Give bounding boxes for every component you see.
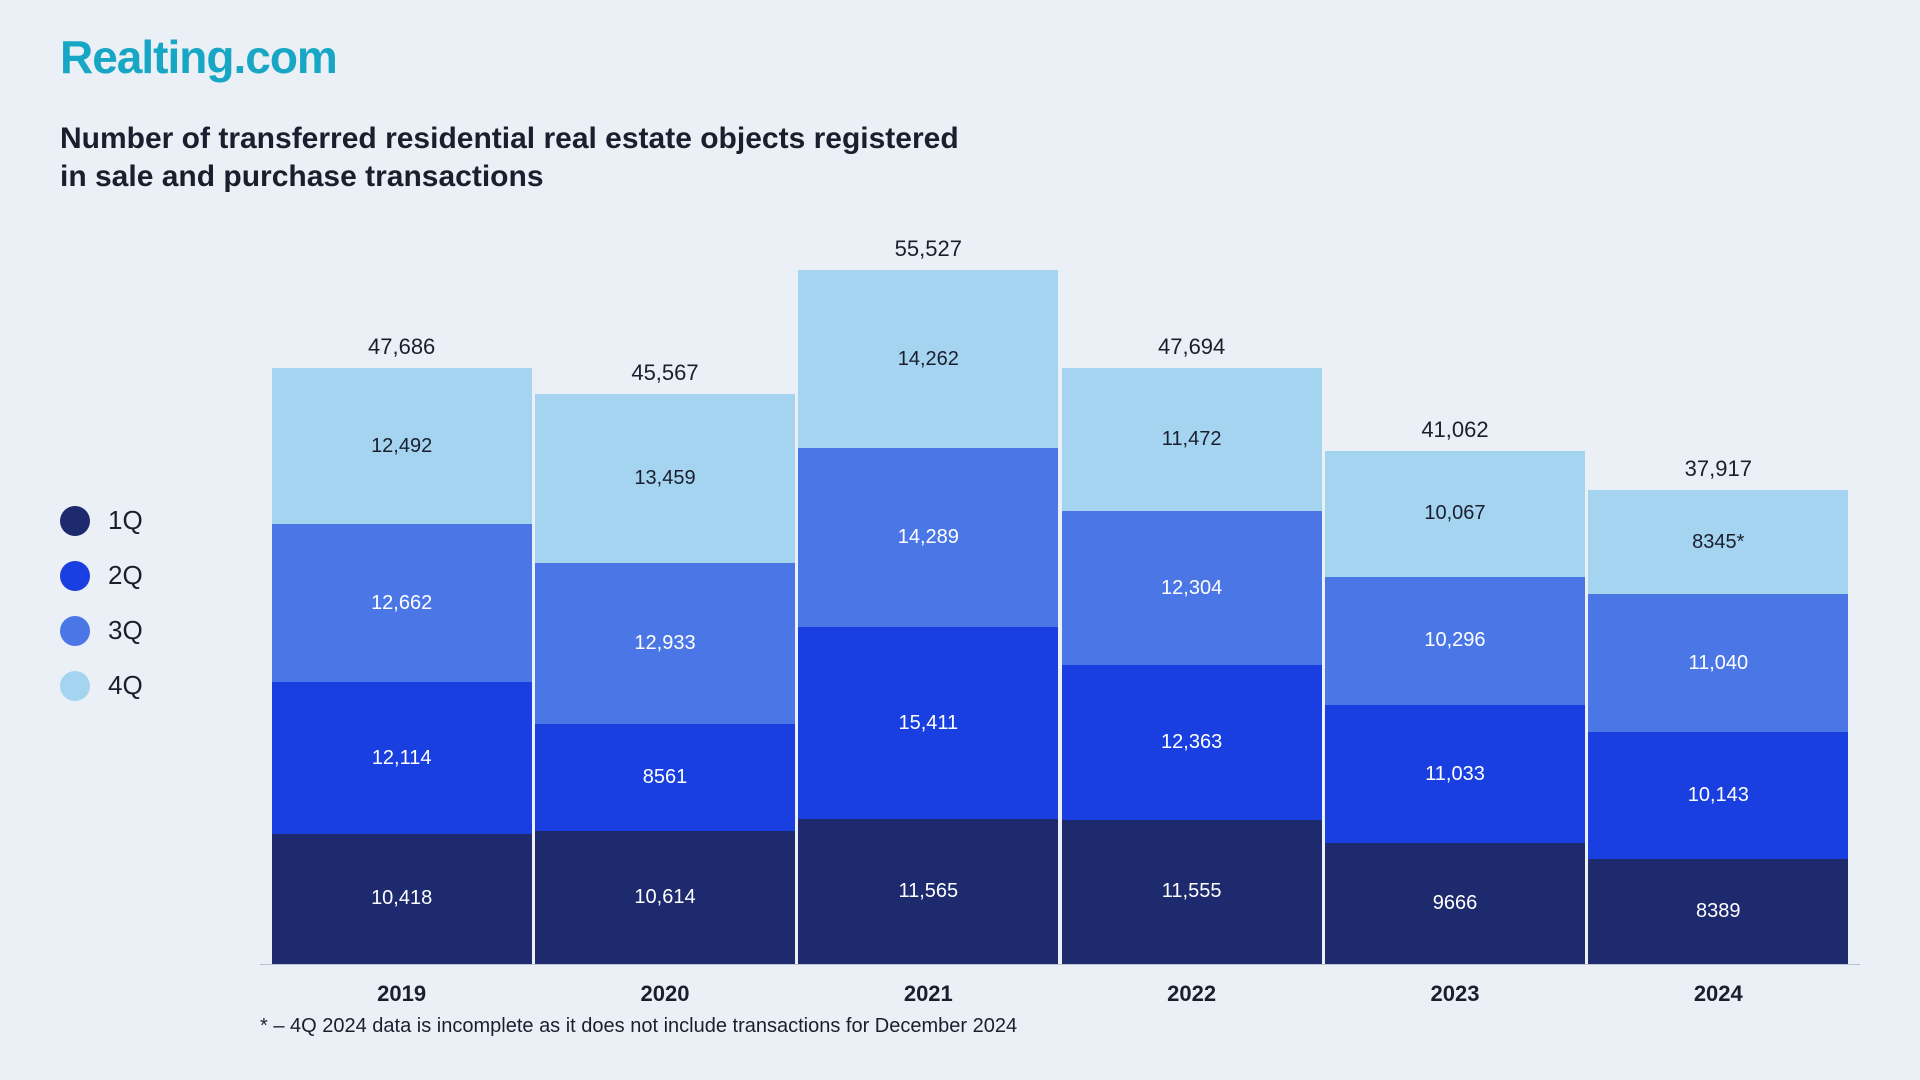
- bar-segment-2021-q4: 14,262: [798, 270, 1058, 448]
- bar-segment-2024-q3: 11,040: [1588, 594, 1848, 732]
- plot-area: 47,686 10,418 12,114 12,662 12,492 45,567 10,6…: [260, 215, 1860, 1038]
- bar-segment-2023-q2: 11,033: [1325, 705, 1585, 843]
- bar-segment-2020-q3: 12,933: [535, 563, 795, 725]
- bar-segment-value: 8345*: [1692, 531, 1744, 554]
- bar-column-2022: 47,694 11,555 12,363 12,304 11,472: [1062, 334, 1322, 964]
- bar-segment-value: 11,040: [1688, 652, 1748, 675]
- legend-swatch-q4: [60, 671, 90, 701]
- bar-segment-value: 8389: [1696, 900, 1741, 923]
- bar-segment-2021-q2: 15,411: [798, 627, 1058, 820]
- bar-stack-2023: 9666 11,033 10,296 10,067: [1325, 451, 1585, 964]
- bar-segment-value: 11,565: [898, 880, 958, 903]
- bar-segment-2024-q4: 8345*: [1588, 490, 1848, 594]
- bar-segment-2024-q1: 8389: [1588, 859, 1848, 964]
- bar-segment-value: 14,262: [898, 348, 959, 371]
- bar-segment-2019-q2: 12,114: [272, 682, 532, 833]
- bar-segment-value: 15,411: [898, 712, 958, 735]
- bar-segment-value: 10,067: [1424, 502, 1485, 525]
- bar-segment-value: 10,143: [1688, 784, 1749, 807]
- bar-segment-2022-q4: 11,472: [1062, 368, 1322, 511]
- bar-total-2020: 45,567: [631, 360, 698, 386]
- bar-total-2023: 41,062: [1421, 417, 1488, 443]
- legend-item-q2: 2Q: [60, 560, 260, 591]
- legend-item-q3: 3Q: [60, 615, 260, 646]
- bar-column-2023: 41,062 9666 11,033 10,296 10,067: [1325, 417, 1585, 964]
- bar-segment-2019-q1: 10,418: [272, 834, 532, 964]
- bar-column-2020: 45,567 10,614 8561 12,933 13,459: [535, 360, 795, 964]
- bar-segment-value: 11,555: [1162, 880, 1222, 903]
- bar-segment-2021-q1: 11,565: [798, 819, 1058, 964]
- bar-segment-2020-q2: 8561: [535, 724, 795, 831]
- bar-segment-value: 12,304: [1161, 577, 1222, 600]
- legend-swatch-q3: [60, 616, 90, 646]
- bar-segment-value: 10,418: [371, 887, 432, 910]
- bar-column-2021: 55,527 11,565 15,411 14,289 14,262: [798, 236, 1058, 964]
- bar-segment-2022-q3: 12,304: [1062, 511, 1322, 665]
- bar-segment-value: 12,114: [372, 747, 432, 770]
- bar-segment-value: 11,033: [1425, 763, 1485, 786]
- bars-row: 47,686 10,418 12,114 12,662 12,492 45,567 10,6…: [260, 215, 1860, 965]
- bar-segment-2022-q1: 11,555: [1062, 820, 1322, 964]
- brand-logo: Realting.com: [60, 30, 1860, 84]
- x-label-2021: 2021: [798, 981, 1058, 1007]
- bar-segment-value: 8561: [643, 766, 688, 789]
- bar-segment-value: 12,933: [634, 632, 695, 655]
- bar-stack-2022: 11,555 12,363 12,304 11,472: [1062, 368, 1322, 964]
- bar-total-2021: 55,527: [895, 236, 962, 262]
- bar-stack-2019: 10,418 12,114 12,662 12,492: [272, 368, 532, 964]
- chart-footnote: * – 4Q 2024 data is incomplete as it doe…: [260, 1015, 1860, 1038]
- legend-swatch-q1: [60, 506, 90, 536]
- bar-segment-value: 9666: [1433, 892, 1478, 915]
- legend-item-q4: 4Q: [60, 670, 260, 701]
- bar-segment-value: 10,296: [1424, 629, 1485, 652]
- chart-container: 1Q2Q3Q4Q 47,68610,41812,11412,66212,4924…: [60, 215, 1860, 1038]
- bar-segment-2021-q3: 14,289: [798, 448, 1058, 627]
- legend: 1Q 2Q 3Q 4Q: [60, 215, 260, 725]
- bar-segment-2019-q4: 12,492: [272, 368, 532, 524]
- bar-segment-value: 12,492: [371, 435, 432, 458]
- bar-segment-value: 10,614: [634, 886, 695, 909]
- legend-label-q4: 4Q: [108, 670, 143, 701]
- x-label-2019: 2019: [272, 981, 532, 1007]
- legend-label-q1: 1Q: [108, 505, 143, 536]
- legend-item-q1: 1Q: [60, 505, 260, 536]
- bar-column-2024: 37,917 8389 10,143 11,040 8345*: [1588, 456, 1848, 964]
- bar-stack-2021: 11,565 15,411 14,289 14,262: [798, 270, 1058, 964]
- bar-stack-2020: 10,614 8561 12,933 13,459: [535, 394, 795, 964]
- bar-column-2019: 47,686 10,418 12,114 12,662 12,492: [272, 334, 532, 964]
- bar-total-2024: 37,917: [1685, 456, 1752, 482]
- bar-segment-2023-q1: 9666: [1325, 843, 1585, 964]
- chart-title: Number of transferred residential real e…: [60, 120, 960, 195]
- legend-label-q2: 2Q: [108, 560, 143, 591]
- bar-segment-2024-q2: 10,143: [1588, 732, 1848, 859]
- x-label-2022: 2022: [1062, 981, 1322, 1007]
- x-label-2020: 2020: [535, 981, 795, 1007]
- bar-stack-2024: 8389 10,143 11,040 8345*: [1588, 490, 1848, 964]
- legend-label-q3: 3Q: [108, 615, 143, 646]
- bar-segment-2023-q4: 10,067: [1325, 451, 1585, 577]
- bar-segment-2020-q4: 13,459: [535, 394, 795, 562]
- bar-segment-value: 14,289: [898, 526, 959, 549]
- x-axis-labels: 201920202021202220232024: [260, 965, 1860, 1007]
- bar-segment-value: 11,472: [1162, 428, 1222, 451]
- bar-segment-value: 12,662: [371, 592, 432, 615]
- bar-segment-2023-q3: 10,296: [1325, 577, 1585, 706]
- bar-segment-value: 12,363: [1161, 731, 1222, 754]
- x-label-2024: 2024: [1588, 981, 1848, 1007]
- bar-segment-2019-q3: 12,662: [272, 524, 532, 682]
- bar-total-2022: 47,694: [1158, 334, 1225, 360]
- bar-segment-value: 13,459: [634, 467, 695, 490]
- bar-segment-2022-q2: 12,363: [1062, 665, 1322, 820]
- x-label-2023: 2023: [1325, 981, 1585, 1007]
- legend-swatch-q2: [60, 561, 90, 591]
- bar-total-2019: 47,686: [368, 334, 435, 360]
- bar-segment-2020-q1: 10,614: [535, 831, 795, 964]
